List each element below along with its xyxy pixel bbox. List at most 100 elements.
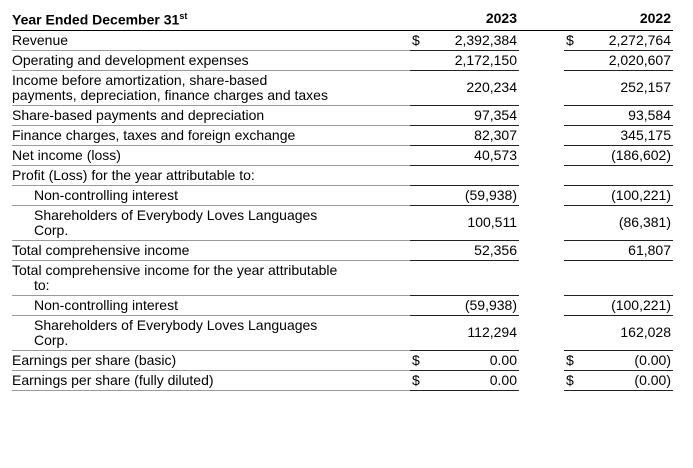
row-label: Earnings per share (fully diluted) [12, 371, 214, 388]
gap [519, 6, 564, 31]
header-cell [410, 6, 442, 31]
header-year: 2023 [442, 6, 519, 31]
financial-table: Year Ended December 31st 2023 2022 Reven… [12, 6, 673, 391]
table-row: Total comprehensive income for the year … [12, 260, 673, 296]
table-row: Net income (loss) 40,573 (186,602) [12, 145, 673, 166]
currency-cell [564, 70, 596, 106]
row-label-cell: Share-based payments and depreciation [12, 105, 410, 126]
value-cell: 100,511 [442, 205, 519, 241]
value-cell: 345,175 [596, 125, 673, 146]
value-cell: 93,584 [596, 105, 673, 126]
currency-cell [410, 240, 442, 261]
row-label: Net income (loss) [12, 146, 121, 163]
currency-cell [410, 70, 442, 106]
value-cell: (100,221) [596, 295, 673, 316]
gap [519, 295, 564, 315]
currency-cell [410, 185, 442, 206]
row-label-cell: Net income (loss) [12, 145, 410, 166]
currency-cell: $ [410, 350, 442, 371]
table-row: Non-controlling interest (59,938) (100,221… [12, 295, 673, 316]
gap [519, 205, 564, 240]
header-cell [564, 6, 596, 31]
header-label: Year Ended December 31 [12, 11, 180, 28]
value-cell: 82,307 [442, 125, 519, 146]
value-cell: 97,354 [442, 105, 519, 126]
gap [519, 165, 564, 185]
row-label-cell: Finance charges, taxes and foreign excha… [12, 125, 410, 146]
currency-cell [564, 295, 596, 316]
gap [519, 105, 564, 125]
row-label-cell: Profit (Loss) for the year attributable … [12, 165, 410, 186]
row-label-cell: Shareholders of Everybody Loves Language… [12, 205, 410, 241]
currency-cell: $ [410, 370, 442, 391]
currency-cell: $ [564, 370, 596, 391]
row-label: Total comprehensive income [12, 241, 190, 258]
gap [519, 315, 564, 350]
value-cell [596, 260, 673, 296]
table-row: Share-based payments and depreciation 97,… [12, 105, 673, 126]
value-cell: 61,807 [596, 240, 673, 261]
row-label: Share-based payments and depreciation [12, 106, 265, 123]
row-label: Non-controlling interest [34, 296, 178, 313]
row-label: Non-controlling interest [34, 186, 178, 203]
header-label-suffix: st [179, 11, 188, 21]
value-cell: (86,381) [596, 205, 673, 241]
row-label: Operating and development expenses [12, 51, 249, 68]
table-row: Earnings per share (fully diluted) $0.00 $… [12, 370, 673, 391]
gap [519, 30, 564, 50]
value-cell: 2,020,607 [596, 50, 673, 71]
row-label-cell: Non-controlling interest [12, 295, 410, 316]
currency-cell: $ [410, 30, 442, 51]
gap [519, 70, 564, 105]
value-cell: 2,392,384 [442, 30, 519, 51]
value-cell: 2,272,764 [596, 30, 673, 51]
currency-cell [410, 260, 442, 296]
table-body: Year Ended December 31st 2023 2022 Reven… [12, 6, 673, 391]
row-label-cell: Total comprehensive income [12, 240, 410, 261]
row-label-cell: Total comprehensive income for the year … [12, 260, 410, 296]
currency-cell: $ [564, 350, 596, 371]
currency-cell: $ [564, 30, 596, 51]
currency-cell [564, 125, 596, 146]
row-label-cell: Income before amortization, share-based … [12, 70, 410, 106]
table-row: Earnings per share (basic) $0.00 $ (0.00) [12, 350, 673, 371]
value-cell: 162,028 [596, 315, 673, 351]
row-label: Profit (Loss) for the year attributable … [12, 166, 255, 183]
currency-cell [410, 165, 442, 186]
gap [519, 185, 564, 205]
gap [519, 260, 564, 295]
gap [519, 145, 564, 165]
row-label: Total comprehensive income for the year … [12, 261, 338, 293]
value-cell: (59,938) [442, 185, 519, 206]
currency-cell [564, 105, 596, 126]
row-label: Finance charges, taxes and foreign excha… [12, 126, 296, 143]
table-row: Finance charges, taxes and foreign excha… [12, 125, 673, 146]
table-row: Shareholders of Everybody Loves Language… [12, 205, 673, 241]
currency-cell [410, 50, 442, 71]
table-row: Total comprehensive income 52,356 61,807 [12, 240, 673, 261]
value-cell: 0.00 [442, 350, 519, 371]
row-label: Income before amortization, share-based … [12, 71, 328, 103]
value-cell: (186,602) [596, 145, 673, 166]
value-cell: 220,234 [442, 70, 519, 106]
table-row: Profit (Loss) for the year attributable … [12, 165, 673, 186]
table-row: Operating and development expenses 2,172,… [12, 50, 673, 71]
currency-cell [410, 205, 442, 241]
currency-cell [410, 145, 442, 166]
row-label: Shareholders of Everybody Loves Language… [34, 316, 318, 348]
gap [519, 240, 564, 260]
header-label-cell: Year Ended December 31st [12, 6, 410, 31]
value-cell: 40,573 [442, 145, 519, 166]
currency-cell [564, 205, 596, 241]
row-label: Shareholders of Everybody Loves Language… [34, 206, 318, 238]
gap [519, 50, 564, 70]
header-year: 2022 [596, 6, 673, 31]
row-label-cell: Non-controlling interest [12, 185, 410, 206]
gap [519, 350, 564, 370]
value-cell: 2,172,150 [442, 50, 519, 71]
currency-cell [564, 315, 596, 351]
currency-cell [564, 240, 596, 261]
value-cell: (100,221) [596, 185, 673, 206]
row-label-cell: Shareholders of Everybody Loves Language… [12, 315, 410, 351]
